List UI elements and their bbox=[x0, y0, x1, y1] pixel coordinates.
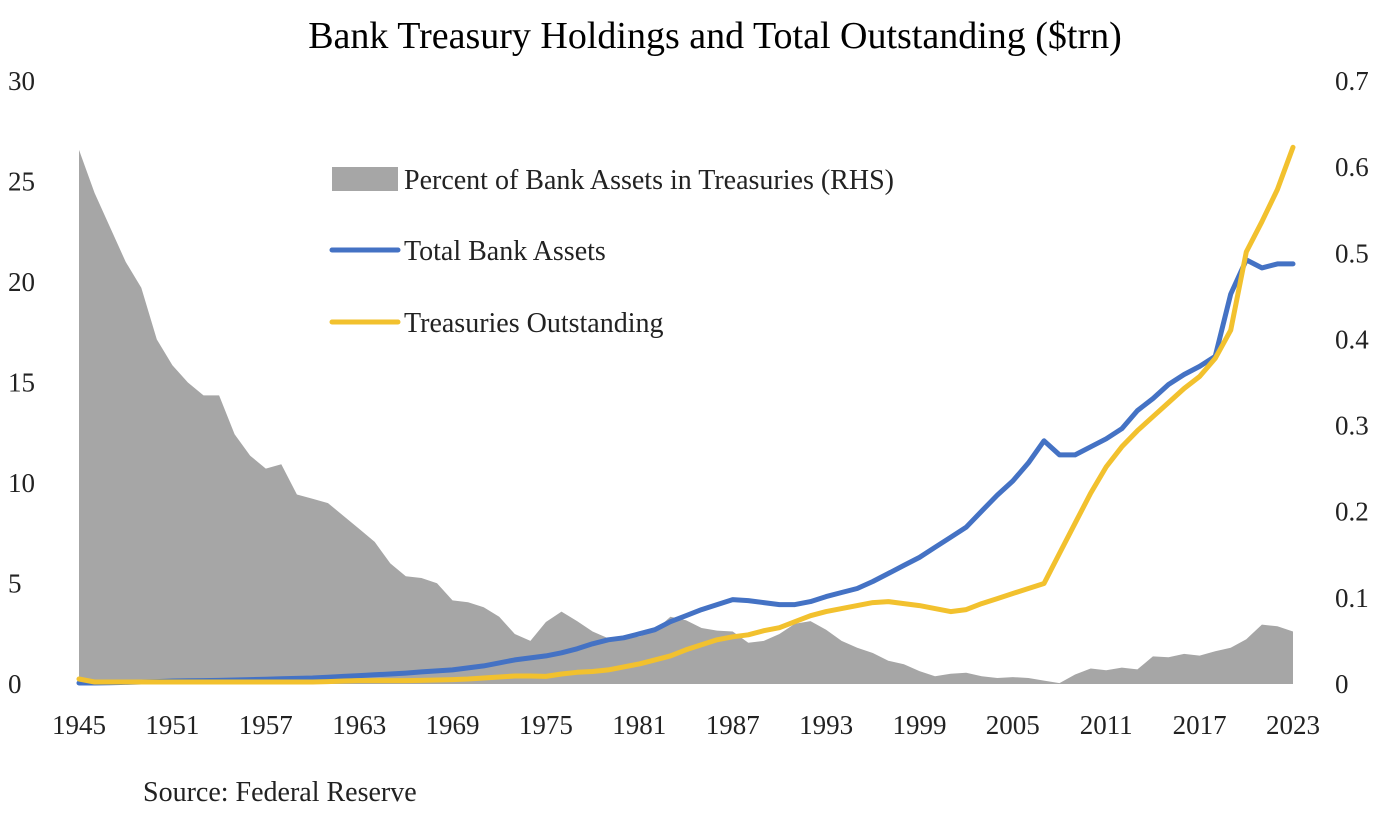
x-axis-tick-label: 1951 bbox=[145, 710, 199, 740]
left-axis-tick-label: 10 bbox=[8, 468, 35, 498]
x-axis-tick-label: 1993 bbox=[799, 710, 853, 740]
left-axis-tick-label: 30 bbox=[8, 66, 35, 96]
line-series-layer bbox=[76, 144, 1296, 686]
line-series-treasuries-outstanding bbox=[76, 144, 1296, 685]
right-axis-tick-label: 0.6 bbox=[1335, 152, 1369, 182]
right-y-axis: 0 0.1 0.2 0.3 0.4 0.5 0.6 0.7 bbox=[1335, 66, 1369, 699]
x-axis-tick-label: 1999 bbox=[893, 710, 947, 740]
legend-label: Percent of Bank Assets in Treasuries (RH… bbox=[404, 165, 894, 196]
left-axis-tick-label: 15 bbox=[8, 368, 35, 398]
legend-swatch-area bbox=[332, 167, 398, 191]
right-axis-tick-label: 0.3 bbox=[1335, 411, 1369, 441]
legend-label: Total Bank Assets bbox=[404, 236, 606, 267]
left-axis-tick-label: 25 bbox=[8, 167, 35, 197]
left-axis-tick-label: 20 bbox=[8, 267, 35, 297]
right-axis-tick-label: 0.4 bbox=[1335, 324, 1369, 354]
x-axis-tick-label: 1945 bbox=[52, 710, 106, 740]
left-y-axis: 0 5 10 15 20 25 30 bbox=[8, 66, 35, 699]
left-axis-tick-label: 0 bbox=[8, 669, 22, 699]
area-series-percent-treasuries bbox=[79, 149, 1293, 684]
x-axis-tick-label: 2011 bbox=[1080, 710, 1133, 740]
right-axis-tick-label: 0.2 bbox=[1335, 497, 1369, 527]
chart-legend: Percent of Bank Assets in Treasuries (RH… bbox=[329, 165, 894, 339]
right-axis-tick-label: 0.7 bbox=[1335, 66, 1369, 96]
x-axis-tick-label: 1987 bbox=[706, 710, 760, 740]
right-axis-tick-label: 0.5 bbox=[1335, 238, 1369, 268]
right-axis-tick-label: 0.1 bbox=[1335, 583, 1369, 613]
x-axis-tick-label: 1981 bbox=[612, 710, 666, 740]
x-axis-tick-label: 1963 bbox=[332, 710, 386, 740]
right-axis-tick-label: 0 bbox=[1335, 669, 1349, 699]
chart-title: Bank Treasury Holdings and Total Outstan… bbox=[308, 15, 1122, 57]
legend-label: Treasuries Outstanding bbox=[404, 308, 664, 339]
x-axis-tick-label: 2005 bbox=[986, 710, 1040, 740]
x-axis: 1945 1951 1957 1963 1969 1975 1981 1987 1993 1999… bbox=[52, 710, 1320, 740]
x-axis-tick-label: 1957 bbox=[239, 710, 293, 740]
source-note: Source: Federal Reserve bbox=[143, 777, 417, 808]
line-series-total-bank-assets bbox=[76, 257, 1296, 686]
x-axis-tick-label: 2023 bbox=[1266, 710, 1320, 740]
left-axis-tick-label: 5 bbox=[8, 569, 22, 599]
x-axis-tick-label: 1975 bbox=[519, 710, 573, 740]
x-axis-tick-label: 1969 bbox=[426, 710, 480, 740]
x-axis-tick-label: 2017 bbox=[1173, 710, 1227, 740]
area-series-layer bbox=[79, 149, 1293, 684]
